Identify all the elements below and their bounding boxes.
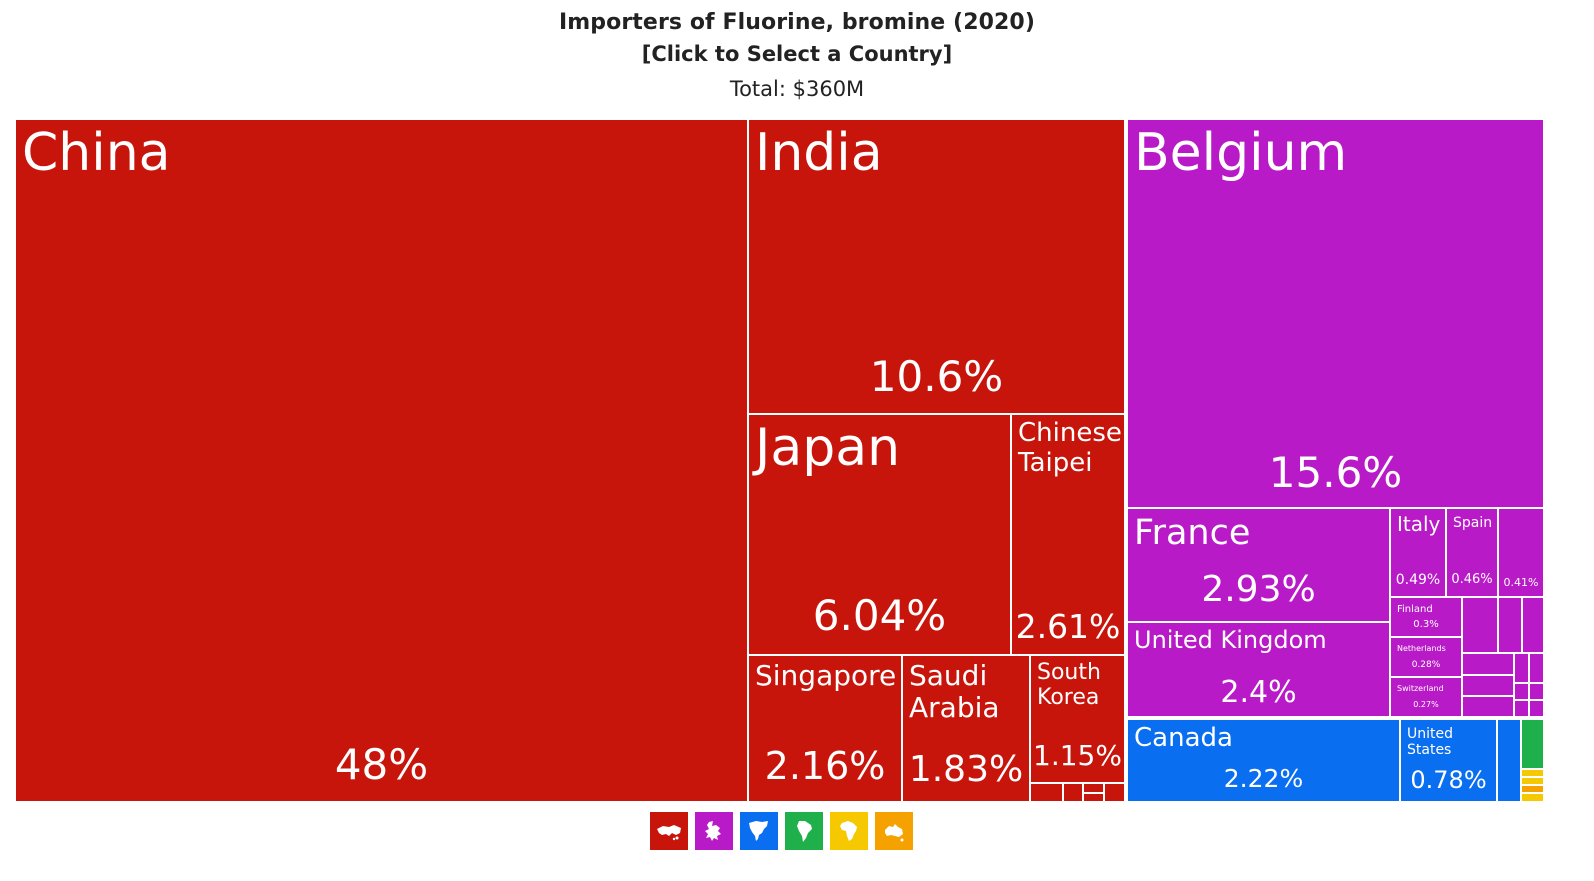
treemap-cell-minor-12[interactable] bbox=[1529, 653, 1544, 683]
treemap-cell-spain[interactable]: Spain 0.46% bbox=[1446, 508, 1498, 597]
treemap-cell-united-states[interactable]: United States 0.78% bbox=[1400, 719, 1497, 802]
treemap-cell-singapore[interactable]: Singapore 2.16% bbox=[748, 655, 902, 802]
cell-share: 1.83% bbox=[908, 749, 1024, 790]
treemap-cell-chinese-taipei[interactable]: Chinese Taipei 2.61% bbox=[1011, 414, 1125, 655]
cell-name: Finland bbox=[1397, 604, 1433, 615]
cell-share: 2.4% bbox=[1220, 675, 1297, 710]
total-value: Total: $360M bbox=[729, 77, 865, 101]
treemap-cell-minor-14[interactable] bbox=[1529, 683, 1544, 700]
cell-name: Netherlands bbox=[1397, 644, 1446, 653]
cell-share: 0.41% bbox=[1503, 576, 1539, 589]
cell-share: 0.28% bbox=[1411, 660, 1441, 670]
treemap-cell-minor-10[interactable] bbox=[1462, 696, 1514, 717]
cell-name: Singapore bbox=[755, 659, 897, 692]
cell-name: United States bbox=[1407, 726, 1453, 759]
cell-share: 0.49% bbox=[1395, 572, 1441, 588]
cell-name: Japan bbox=[755, 418, 901, 478]
cell-share: 0.46% bbox=[1451, 572, 1493, 587]
cell-share: 15.6% bbox=[1268, 448, 1403, 497]
treemap-cell-minor-17[interactable] bbox=[1497, 719, 1521, 802]
cell-share: 2.93% bbox=[1201, 569, 1316, 610]
treemap-cell-belgium[interactable]: Belgium 15.6% bbox=[1127, 119, 1544, 508]
treemap-cell-minor-13[interactable] bbox=[1514, 683, 1529, 700]
oceania-icon[interactable] bbox=[875, 812, 913, 850]
cell-share: 2.16% bbox=[764, 744, 886, 788]
treemap-cell-minor-5[interactable] bbox=[1462, 597, 1498, 653]
treemap-cell-minor-16[interactable] bbox=[1529, 700, 1544, 717]
cell-name: United Kingdom bbox=[1134, 626, 1327, 654]
cell-share: 0.78% bbox=[1410, 766, 1487, 794]
cell-name: China bbox=[22, 123, 171, 183]
cell-share: 2.61% bbox=[1015, 607, 1121, 646]
cell-share: 0.27% bbox=[1413, 700, 1439, 709]
treemap-cell-minor-3[interactable] bbox=[1083, 793, 1104, 802]
south-america-icon[interactable] bbox=[785, 812, 823, 850]
cell-share: 0.3% bbox=[1413, 619, 1439, 630]
cell-name: Chinese Taipei bbox=[1018, 418, 1122, 478]
treemap-cell-japan[interactable]: Japan 6.04% bbox=[748, 414, 1011, 655]
treemap-cell-minor-6[interactable] bbox=[1498, 597, 1522, 653]
treemap-cell-finland[interactable]: Finland 0.3% bbox=[1390, 597, 1462, 637]
cell-share: 2.22% bbox=[1223, 764, 1304, 793]
chart-title: Importers of Fluorine, bromine (2020) bbox=[558, 10, 1035, 35]
cell-name: Saudi Arabia bbox=[909, 659, 1000, 725]
europe-icon[interactable] bbox=[695, 812, 733, 850]
treemap-cell-saudi-arabia[interactable]: Saudi Arabia 1.83% bbox=[902, 655, 1030, 802]
treemap-cell-italy[interactable]: Italy 0.49% bbox=[1390, 508, 1446, 597]
treemap-cell-united-kingdom[interactable]: United Kingdom 2.4% bbox=[1127, 622, 1390, 717]
treemap-cell-unlabeled-12[interactable]: 0.41% bbox=[1498, 508, 1544, 597]
treemap-cell-china[interactable]: China 48% bbox=[15, 119, 748, 802]
cell-share: 10.6% bbox=[869, 352, 1004, 401]
select-country-prompt[interactable]: [Click to Select a Country] bbox=[641, 42, 953, 66]
treemap-cell-netherlands[interactable]: Netherlands 0.28% bbox=[1390, 637, 1462, 677]
cell-name: Belgium bbox=[1134, 123, 1348, 183]
cell-share: 6.04% bbox=[812, 591, 947, 640]
treemap-cell-minor-19[interactable] bbox=[1521, 769, 1544, 777]
cell-name: Spain bbox=[1453, 515, 1493, 531]
treemap-cell-south-korea[interactable]: South Korea 1.15% bbox=[1030, 655, 1125, 783]
cell-name: Switzerland bbox=[1397, 684, 1444, 693]
cell-name: South Korea bbox=[1037, 660, 1101, 711]
cell-share: 48% bbox=[334, 740, 429, 789]
treemap-cell-canada[interactable]: Canada 2.22% bbox=[1127, 719, 1400, 802]
treemap-cell-minor-0[interactable] bbox=[1030, 783, 1063, 802]
treemap-cell-minor-1[interactable] bbox=[1063, 783, 1083, 802]
treemap-cell-minor-7[interactable] bbox=[1522, 597, 1544, 653]
treemap-cell-minor-22[interactable] bbox=[1521, 793, 1544, 802]
treemap-cell-minor-4[interactable] bbox=[1104, 783, 1125, 802]
asia-icon[interactable] bbox=[650, 812, 688, 850]
treemap-cell-minor-9[interactable] bbox=[1462, 675, 1514, 696]
cell-name: France bbox=[1134, 513, 1251, 553]
treemap-cell-india[interactable]: India 10.6% bbox=[748, 119, 1125, 414]
treemap-cell-minor-15[interactable] bbox=[1514, 700, 1529, 717]
cell-name: Italy bbox=[1397, 512, 1441, 536]
treemap-cell-switzerland[interactable]: Switzerland 0.27% bbox=[1390, 677, 1462, 717]
treemap-cell-minor-21[interactable] bbox=[1521, 785, 1544, 793]
cell-name: India bbox=[755, 123, 883, 183]
cell-share: 1.15% bbox=[1033, 739, 1122, 772]
north-america-icon[interactable] bbox=[740, 812, 778, 850]
treemap-cell-france[interactable]: France 2.93% bbox=[1127, 508, 1390, 622]
region-legend bbox=[650, 812, 913, 850]
treemap-cell-minor-11[interactable] bbox=[1514, 653, 1529, 683]
treemap-cell-minor-8[interactable] bbox=[1462, 653, 1514, 675]
africa-icon[interactable] bbox=[830, 812, 868, 850]
treemap-cell-minor-18[interactable] bbox=[1521, 719, 1544, 769]
cell-name: Canada bbox=[1134, 723, 1233, 753]
treemap-cell-minor-2[interactable] bbox=[1083, 783, 1104, 793]
treemap-cell-minor-20[interactable] bbox=[1521, 777, 1544, 785]
